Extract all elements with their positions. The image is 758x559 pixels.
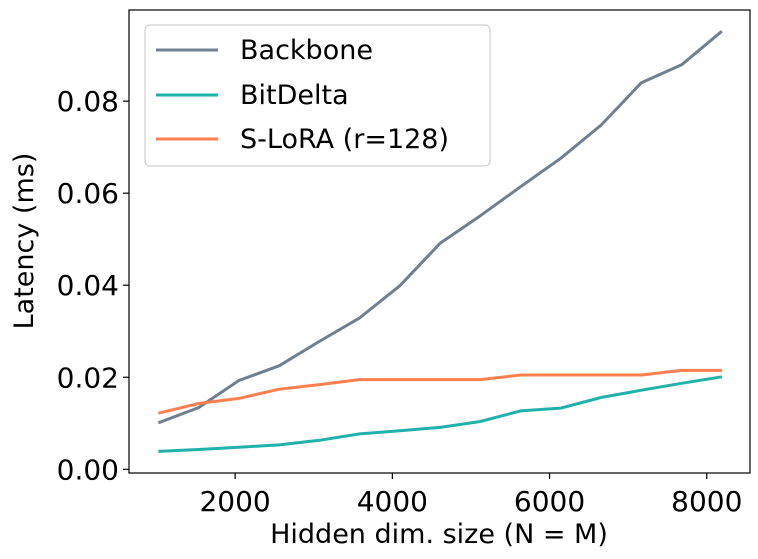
- y-axis-label: Latency (ms): [9, 153, 40, 330]
- legend-label-slora: S-LoRA (r=128): [240, 124, 449, 155]
- y-tick-label: 0.00: [57, 453, 119, 486]
- x-axis-label: Hidden dim. size (N = M): [270, 519, 608, 550]
- legend-label-backbone: Backbone: [240, 35, 373, 66]
- series-line-2: [158, 368, 722, 415]
- plot-lines: [157, 30, 723, 453]
- x-tick-label: 4000: [357, 485, 428, 518]
- y-tick-label: 0.04: [57, 269, 119, 302]
- x-tick-label: 8000: [671, 485, 742, 518]
- plot-frame: [128, 9, 751, 474]
- x-tick-label: 6000: [514, 485, 585, 518]
- legend: Backbone BitDelta S-LoRA (r=128): [144, 24, 491, 167]
- y-tick-label: 0.06: [57, 177, 119, 210]
- series-line-1: [158, 375, 723, 453]
- series-line-0: [157, 30, 723, 425]
- legend-box: [144, 24, 491, 167]
- y-tick-label: 0.08: [57, 85, 119, 118]
- y-tick-label: 0.02: [57, 361, 119, 394]
- axis-ticks: 2000 4000 6000 8000 0.00 0.02 0.04 0.06 0.08: [57, 85, 743, 518]
- x-tick-label: 2000: [199, 485, 270, 518]
- legend-label-bitdelta: BitDelta: [240, 80, 349, 111]
